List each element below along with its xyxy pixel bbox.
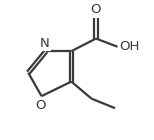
Text: O: O — [36, 99, 46, 112]
Text: O: O — [91, 3, 101, 16]
Text: N: N — [40, 37, 50, 50]
Text: OH: OH — [119, 40, 140, 53]
